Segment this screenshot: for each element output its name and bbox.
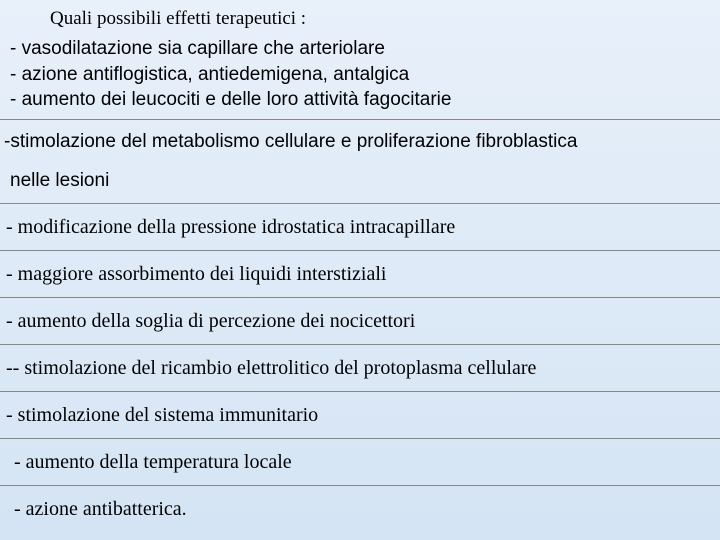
bullet-vasodilatazione: - vasodilatazione sia capillare che arte…: [10, 36, 720, 62]
bullet-antiflogistica: - azione antiflogistica, antiedemigena, …: [10, 62, 720, 88]
bullet-leucociti: - aumento dei leucociti e delle loro att…: [10, 87, 720, 113]
bullet-soglia: - aumento della soglia di percezione dei…: [0, 298, 720, 338]
bullet-assorbimento: - maggiore assorbimento dei liquidi inte…: [0, 251, 720, 291]
bullet-temperatura: - aumento della temperatura locale: [0, 439, 720, 479]
bullet-metabolismo: -stimolazione del metabolismo cellulare …: [0, 120, 720, 159]
bullet-pressione: - modificazione della pressione idrostat…: [0, 204, 720, 244]
bullet-ricambio: -- stimolazione del ricambio elettroliti…: [0, 345, 720, 385]
bullet-immunitario: - stimolazione del sistema immunitario: [0, 392, 720, 432]
slide-title: Quali possibili effetti terapeutici :: [0, 0, 720, 36]
effects-group-a: - vasodilatazione sia capillare che arte…: [0, 36, 720, 120]
bullet-antibatterica: - azione antibatterica.: [0, 486, 720, 526]
bullet-lesioni: nelle lesioni: [0, 159, 720, 198]
